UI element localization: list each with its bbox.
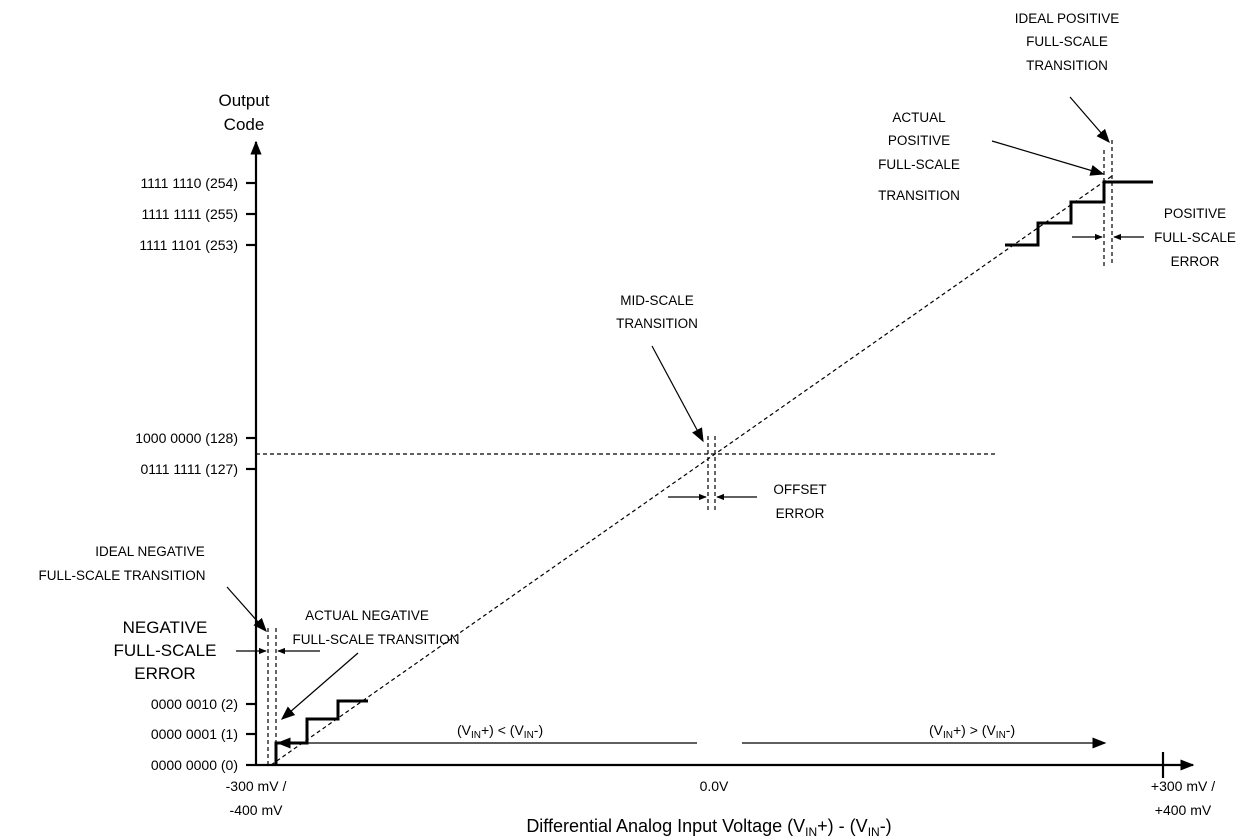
annotation-actual-positive: ACTUAL POSITIVE FULL-SCALE TRANSITION bbox=[878, 110, 960, 203]
arrow-ideal-positive bbox=[1069, 96, 1110, 144]
y-tick-labels: 1111 1110 (254) 1111 1111 (255) 1111 110… bbox=[135, 175, 238, 773]
svg-text:ACTUAL: ACTUAL bbox=[892, 110, 946, 125]
x-tick-right-line2: +400 mV bbox=[1155, 802, 1212, 818]
annotation-positive-error: POSITIVE FULL-SCALE ERROR bbox=[1154, 206, 1236, 269]
x-axis-title: Differential Analog Input Voltage (VIN+)… bbox=[526, 816, 891, 839]
arrow-mid-scale bbox=[651, 345, 704, 443]
svg-text:0000 0000 (0): 0000 0000 (0) bbox=[151, 757, 238, 773]
svg-text:FULL-SCALE: FULL-SCALE bbox=[1026, 34, 1108, 49]
svg-text:IDEAL NEGATIVE: IDEAL NEGATIVE bbox=[95, 544, 205, 559]
svg-text:FULL-SCALE: FULL-SCALE bbox=[878, 157, 960, 172]
x-tick-left-line2: -400 mV bbox=[230, 802, 284, 818]
svg-text:TRANSITION: TRANSITION bbox=[1026, 58, 1108, 73]
region-label-left: (VIN+) < (VIN-) bbox=[457, 722, 543, 741]
x-tick-left-line1: -300 mV / bbox=[226, 778, 287, 794]
svg-text:ERROR: ERROR bbox=[134, 664, 195, 683]
svg-text:MID-SCALE: MID-SCALE bbox=[620, 293, 694, 308]
y-axis-title-line2: Code bbox=[224, 115, 265, 134]
svg-text:FULL-SCALE: FULL-SCALE bbox=[114, 641, 217, 660]
y-axis-title-line1: Output bbox=[218, 91, 269, 110]
svg-text:FULL-SCALE TRANSITION: FULL-SCALE TRANSITION bbox=[38, 568, 205, 583]
svg-text:OFFSET: OFFSET bbox=[773, 482, 826, 497]
svg-text:TRANSITION: TRANSITION bbox=[616, 316, 698, 331]
svg-text:TRANSITION: TRANSITION bbox=[878, 188, 960, 203]
arrow-ideal-negative bbox=[226, 586, 267, 633]
svg-text:ERROR: ERROR bbox=[1171, 254, 1220, 269]
annotation-negative-error: NEGATIVE FULL-SCALE ERROR bbox=[114, 618, 217, 683]
svg-text:1111 1110 (254): 1111 1110 (254) bbox=[140, 175, 238, 191]
arrow-actual-negative bbox=[280, 652, 359, 720]
svg-text:1111 1101 (253): 1111 1101 (253) bbox=[139, 237, 238, 253]
svg-text:ACTUAL NEGATIVE: ACTUAL NEGATIVE bbox=[305, 608, 429, 623]
staircase-high bbox=[1005, 180, 1153, 247]
svg-text:0000 0001 (1): 0000 0001 (1) bbox=[151, 726, 238, 742]
svg-text:FULL-SCALE TRANSITION: FULL-SCALE TRANSITION bbox=[292, 632, 459, 647]
arrow-actual-positive bbox=[991, 140, 1105, 176]
annotation-ideal-negative: IDEAL NEGATIVE FULL-SCALE TRANSITION bbox=[38, 544, 205, 583]
svg-text:ERROR: ERROR bbox=[776, 506, 825, 521]
svg-text:0000 0010 (2): 0000 0010 (2) bbox=[151, 696, 238, 712]
annotation-ideal-positive: IDEAL POSITIVE FULL-SCALE TRANSITION bbox=[1015, 11, 1120, 73]
annotation-offset-error: OFFSET ERROR bbox=[773, 482, 826, 521]
staircase-low bbox=[274, 699, 368, 765]
svg-text:POSITIVE: POSITIVE bbox=[888, 133, 950, 148]
x-tick-right-line1: +300 mV / bbox=[1151, 778, 1215, 794]
svg-text:1000 0000 (128): 1000 0000 (128) bbox=[135, 430, 238, 446]
svg-text:FULL-SCALE: FULL-SCALE bbox=[1154, 230, 1236, 245]
annotation-actual-negative: ACTUAL NEGATIVE FULL-SCALE TRANSITION bbox=[292, 608, 459, 647]
svg-text:IDEAL POSITIVE: IDEAL POSITIVE bbox=[1015, 11, 1120, 26]
y-tick-marks bbox=[246, 181, 256, 767]
ideal-transfer-line bbox=[270, 175, 1113, 766]
x-tick-mid: 0.0V bbox=[700, 778, 729, 794]
region-label-right: (VIN+) > (VIN-) bbox=[929, 722, 1015, 741]
svg-text:POSITIVE: POSITIVE bbox=[1164, 206, 1226, 221]
svg-text:NEGATIVE: NEGATIVE bbox=[123, 618, 208, 637]
svg-text:0111 1111 (127): 0111 1111 (127) bbox=[140, 461, 238, 477]
annotation-mid-scale: MID-SCALE TRANSITION bbox=[616, 293, 698, 331]
svg-text:1111 1111 (255): 1111 1111 (255) bbox=[141, 206, 238, 222]
